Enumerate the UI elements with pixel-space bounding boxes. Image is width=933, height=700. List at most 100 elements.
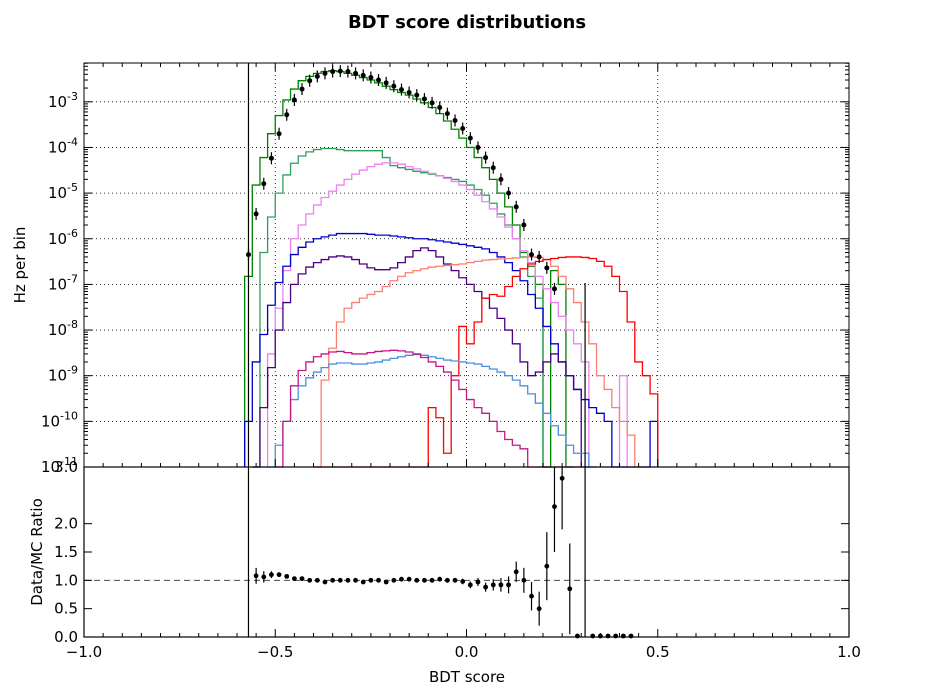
ratio-point-42 <box>575 633 580 639</box>
ratio-point-5 <box>291 576 297 582</box>
data-point-29 <box>467 135 473 141</box>
data-point-9 <box>314 73 320 79</box>
top-ytick-label-8: 10-11 <box>41 455 78 476</box>
data-point-7 <box>299 86 305 92</box>
ratio-panel: 0.0 0.5 1.0 1.5 2.0 3.0 −1.0 −0.5 0.0 0.5 1.0 <box>54 63 861 661</box>
ratio-ytick-label-5: 3.0 <box>54 458 78 476</box>
ratio-point-46 <box>613 633 619 639</box>
ratio-ytick-label-1: 0.5 <box>54 600 78 618</box>
ratio-point-19 <box>399 576 404 582</box>
top-ytick-label-5: 10-8 <box>48 318 78 339</box>
data-point-33 <box>498 176 504 182</box>
ratio-y-axis-label: Data/MC Ratio <box>28 498 46 606</box>
x-tick-label-0: −1.0 <box>66 643 102 661</box>
ratio-point-37 <box>536 606 542 612</box>
top-ytick-label-0: 10-3 <box>48 90 78 111</box>
top-ytick-label-2: 10-5 <box>48 181 78 202</box>
data-point-40 <box>551 286 557 292</box>
top-ytick-label-1: 10-4 <box>48 135 78 156</box>
data-point-22 <box>414 92 420 98</box>
data-point-15 <box>360 72 366 78</box>
data-point-5 <box>284 112 290 118</box>
histogram-series-5 <box>313 256 636 468</box>
ratio-panel-frame <box>83 466 850 638</box>
ratio-ytick-label-3: 1.5 <box>54 543 78 561</box>
ratio-point-8 <box>314 577 320 583</box>
x-tick-label-1: −0.5 <box>257 643 293 661</box>
data-point-36 <box>521 222 527 228</box>
data-point-28 <box>460 126 466 132</box>
histogram-series-7 <box>267 353 597 468</box>
ratio-point-38 <box>544 563 550 569</box>
ratio-point-39 <box>552 504 557 510</box>
data-point-39 <box>544 265 550 271</box>
ratio-ytick-label-0: 0.0 <box>54 628 78 646</box>
ratio-point-18 <box>391 577 397 583</box>
ratio-point-0 <box>253 573 259 579</box>
x-axis-label: BDT score <box>429 668 505 686</box>
data-point-11 <box>330 69 336 75</box>
data-point-27 <box>452 117 458 123</box>
data-point-20 <box>398 87 404 93</box>
data-point-35 <box>513 204 519 210</box>
ratio-point-28 <box>467 582 473 588</box>
data-point-10 <box>322 70 328 76</box>
ratio-point-35 <box>521 577 527 583</box>
ratio-point-4 <box>284 573 290 579</box>
data-point-30 <box>475 144 481 150</box>
ratio-point-47 <box>620 633 626 639</box>
data-point-19 <box>391 83 397 89</box>
ratio-point-7 <box>307 577 313 583</box>
data-point-37 <box>529 252 535 258</box>
ratio-point-27 <box>460 579 466 584</box>
ratio-point-11 <box>337 577 343 583</box>
data-point-32 <box>490 165 496 171</box>
ratio-point-33 <box>506 582 511 588</box>
data-point-23 <box>421 96 427 102</box>
ratio-point-12 <box>345 577 351 583</box>
ratio-point-2 <box>269 572 274 578</box>
ratio-point-31 <box>490 582 496 588</box>
ratio-point-10 <box>330 577 336 583</box>
data-point-16 <box>368 75 374 81</box>
ratio-ytick-label-2: 1.0 <box>54 571 78 589</box>
x-tick-label-4: 1.0 <box>837 643 861 661</box>
histogram-series-6 <box>313 256 659 468</box>
data-point-26 <box>444 111 450 117</box>
ratio-point-41 <box>567 586 573 592</box>
data-point-25 <box>437 105 443 111</box>
top-ytick-label-3: 10-6 <box>48 227 78 248</box>
ratio-point-30 <box>483 584 489 590</box>
ratio-point-24 <box>437 576 443 582</box>
ratio-point-15 <box>368 577 374 583</box>
histogram-series-1 <box>252 147 551 468</box>
ratio-point-6 <box>299 576 305 582</box>
data-point-21 <box>406 89 412 95</box>
data-point-1 <box>253 211 259 217</box>
chart-title: BDT score distributions <box>348 12 586 33</box>
histogram-series-8 <box>275 349 582 468</box>
ratio-point-45 <box>605 633 611 639</box>
top-ytick-label-4: 10-7 <box>48 272 78 293</box>
ratio-point-21 <box>414 577 420 583</box>
ratio-point-32 <box>498 582 504 588</box>
ratio-point-20 <box>406 576 412 582</box>
histogram-series-0 <box>244 70 574 468</box>
ratio-point-16 <box>376 577 381 583</box>
x-tick-label-3: 0.5 <box>646 643 670 661</box>
ratio-point-26 <box>452 577 458 583</box>
ratio-ytick-label-4: 2.0 <box>54 515 78 533</box>
x-tick-label-2: 0.0 <box>455 643 479 661</box>
top-ytick-label-7: 10-10 <box>41 409 78 430</box>
ratio-point-22 <box>422 577 427 583</box>
ratio-point-36 <box>529 593 534 599</box>
ratio-point-17 <box>383 579 389 585</box>
ratio-point-25 <box>444 577 450 583</box>
top-panel: 10-3 10-4 10-5 10-6 10-7 10-8 10-9 10-10 10-11 <box>41 62 850 476</box>
ratio-point-23 <box>429 577 435 583</box>
ratio-point-9 <box>322 579 328 585</box>
ratio-point-1 <box>261 574 267 580</box>
data-point-18 <box>383 80 389 86</box>
ratio-point-3 <box>276 572 282 578</box>
